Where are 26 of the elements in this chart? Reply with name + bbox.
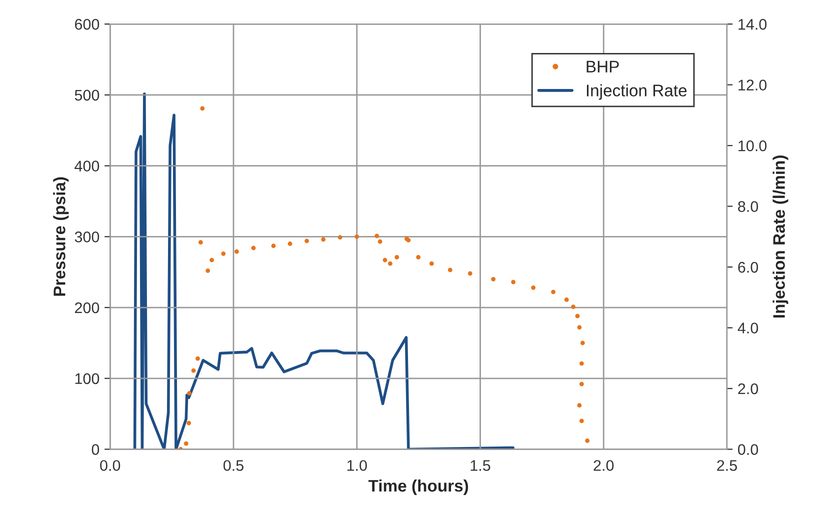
y2-tick-label: 0.0 [738,444,758,455]
x-tick-label: 2.5 [717,460,737,471]
x-tick-label: 0.0 [100,460,120,471]
legend-label: BHP [586,60,619,72]
legend-label: Injection Rate [586,84,687,100]
x-tick-label: 1.5 [470,460,490,471]
y-tick-label: 0 [92,444,100,455]
y2-tick-label: 10.0 [738,140,767,152]
y2-tick-label: 8.0 [738,201,758,212]
x-tick-label: 1.0 [347,460,367,471]
y-tick-label: 200 [74,302,100,314]
y2-tick-label: 14.0 [738,18,767,30]
y2-tick-label: 6.0 [738,262,758,273]
y-tick-label: 400 [74,160,100,172]
y2-tick-label: 12.0 [738,80,767,90]
x-tick-label: 0.5 [223,460,244,471]
y-tick-label: 100 [75,373,100,384]
y2-tick-label: 4.0 [738,322,758,334]
y2-tick-label: 2.0 [738,383,758,394]
y2-axis-title: Injection Rate (l/min) [772,156,788,318]
y-axis-title: Pressure (psia) [53,177,69,296]
x-axis-title: Time (hours) [368,479,468,496]
y-tick-label: 600 [74,18,100,30]
y-tick-label: 500 [74,90,100,101]
x-tick-label: 2.0 [594,460,614,471]
y-tick-label: 300 [74,232,100,242]
